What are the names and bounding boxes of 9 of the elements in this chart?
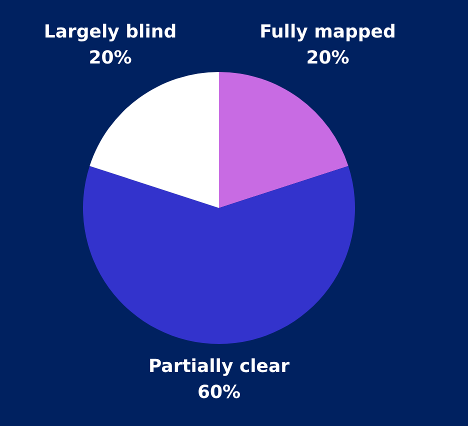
pie-slice [90, 72, 219, 208]
data-label: 60% [197, 382, 241, 403]
pie-slice [219, 72, 348, 208]
data-label: 20% [88, 47, 132, 68]
slice-label: Partially clear [148, 356, 290, 377]
data-label: 20% [306, 47, 350, 68]
slice-label: Fully mapped [260, 21, 396, 42]
pie-slice [83, 166, 355, 344]
slice-label: Largely blind [44, 21, 177, 42]
